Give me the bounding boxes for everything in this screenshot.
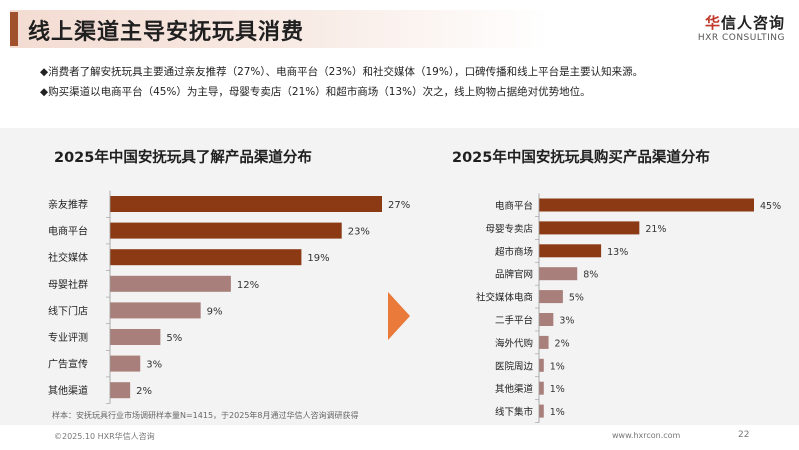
left-chart-title: 2025年中国安抚玩具了解产品渠道分布 xyxy=(54,150,312,166)
bar xyxy=(110,329,161,345)
brand-logo: 华信人咨询 HXR CONSULTING xyxy=(698,12,785,43)
title-accent-bar xyxy=(10,12,18,46)
logo-text: 华信人咨询 xyxy=(698,12,785,33)
page-title: 线上渠道主导安抚玩具消费 xyxy=(28,20,305,45)
value-label: 23% xyxy=(348,227,370,238)
category-label: 母婴专卖店 xyxy=(485,223,533,235)
title-banner xyxy=(10,10,550,48)
category-label: 专业评测 xyxy=(48,331,88,344)
bar xyxy=(539,335,549,349)
value-label: 3% xyxy=(146,360,162,371)
value-label: 1% xyxy=(550,407,565,418)
category-label: 亲友推荐 xyxy=(48,198,88,211)
left-bar-chart: 亲友推荐 27% 电商平台 23% 社交媒体 19% 母婴社群 12% 线下门店 9% 专业评测 5%… xyxy=(0,0,410,450)
bar xyxy=(539,267,578,281)
value-label: 8% xyxy=(583,270,598,281)
category-label: 线下门店 xyxy=(48,304,88,317)
footer-copyright: ©2025.10 HXR华信人咨询 xyxy=(54,432,155,441)
category-label: 其他渠道 xyxy=(495,383,534,395)
logo-accent-char: 华 xyxy=(704,14,721,32)
bar xyxy=(110,196,382,212)
bar xyxy=(539,381,544,395)
bar xyxy=(110,222,342,239)
logo-rest: 信人咨询 xyxy=(720,14,785,32)
page-number: 22 xyxy=(738,430,750,440)
right-bar-chart: 电商平台 45% 母婴专卖店 21% 超市商场 13% 品牌官网 8% 社交媒体电商 5% 二手平台… xyxy=(399,0,799,450)
value-label: 1% xyxy=(550,384,565,395)
category-label: 其他渠道 xyxy=(48,384,88,397)
value-label: 2% xyxy=(136,386,152,397)
category-label: 电商平台 xyxy=(48,225,88,238)
category-label: 超市商场 xyxy=(495,246,533,258)
bar xyxy=(539,358,544,372)
category-label: 线下集市 xyxy=(495,406,534,418)
category-label: 社交媒体电商 xyxy=(476,292,533,304)
bar xyxy=(110,249,302,266)
bullet-1: ◆消费者了解安抚玩具主要通过亲友推荐（27%）、电商平台（23%）和社交媒体（1… xyxy=(40,66,644,78)
category-label: 母婴社群 xyxy=(48,278,88,291)
value-label: 27% xyxy=(388,200,410,211)
footer-website: www.hxrcon.com xyxy=(612,431,681,440)
bar xyxy=(110,382,131,399)
bar xyxy=(539,244,602,258)
bar xyxy=(539,404,544,418)
value-label: 5% xyxy=(166,333,182,344)
category-label: 二手平台 xyxy=(495,315,533,327)
category-label: 品牌官网 xyxy=(495,269,533,281)
summary-bullets: ◆消费者了解安抚玩具主要通过亲友推荐（27%）、电商平台（23%）和社交媒体（1… xyxy=(40,62,780,102)
transition-arrow-icon xyxy=(388,292,410,340)
bar xyxy=(539,313,554,326)
value-label: 13% xyxy=(607,247,628,258)
category-label: 医院周边 xyxy=(495,360,534,372)
sample-note: 样本：安抚玩具行业市场调研样本量N=1415，于2025年8月通过华信人咨询调研… xyxy=(52,411,359,420)
bar xyxy=(110,355,141,372)
bullet-2: ◆购买渠道以电商平台（45%）为主导，母婴专卖店（21%）和超市商场（13%）次… xyxy=(40,86,591,98)
right-chart-svg: 电商平台 45% 母婴专卖店 21% 超市商场 13% 品牌官网 8% 社交媒体电商 5% 二手平台… xyxy=(476,193,781,423)
bar xyxy=(110,302,201,319)
bar xyxy=(539,198,754,212)
value-label: 19% xyxy=(307,253,329,264)
category-label: 海外代购 xyxy=(495,337,533,349)
left-chart-svg: 亲友推荐 27% 电商平台 23% 社交媒体 19% 母婴社群 12% 线下门店 9% 专业评测 5%… xyxy=(48,190,410,404)
value-label: 3% xyxy=(559,316,574,327)
bar xyxy=(110,275,231,292)
logo-subtitle: HXR CONSULTING xyxy=(697,33,785,43)
value-label: 1% xyxy=(550,361,565,372)
value-label: 45% xyxy=(760,201,781,212)
value-label: 21% xyxy=(645,224,666,235)
category-label: 电商平台 xyxy=(495,200,533,212)
right-chart-title: 2025年中国安抚玩具购买产品渠道分布 xyxy=(452,150,710,166)
bar xyxy=(539,290,563,304)
bar xyxy=(539,221,640,235)
value-label: 2% xyxy=(555,338,570,349)
value-label: 9% xyxy=(207,306,223,317)
category-label: 广告宣传 xyxy=(48,358,88,371)
category-label: 社交媒体 xyxy=(48,251,88,264)
value-label: 12% xyxy=(237,280,259,291)
value-label: 5% xyxy=(569,293,584,304)
